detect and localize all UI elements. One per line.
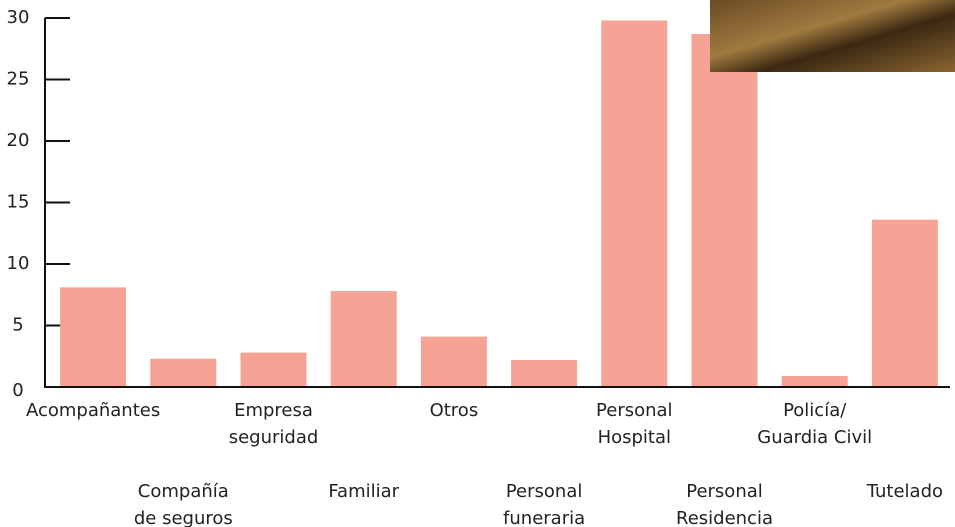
y-tick-label: 5 <box>12 315 23 336</box>
bar <box>60 287 126 387</box>
x-tick-label: funeraria <box>503 508 585 527</box>
bar <box>511 360 577 387</box>
bar <box>872 220 938 387</box>
bar <box>601 20 667 387</box>
x-tick-label: Acompañantes <box>26 400 160 421</box>
bar <box>150 359 216 387</box>
page: 0 5 10 15 20 25 30 Acompañantes Compañía de segur… <box>0 0 955 527</box>
x-tick-label: Personal <box>686 481 763 502</box>
plot: 0 5 10 15 20 25 30 Acompañantes Compañía de segur… <box>7 7 950 527</box>
x-tick-label: Hospital <box>598 427 671 448</box>
photo <box>710 0 955 72</box>
x-tick-label: Personal <box>596 400 673 421</box>
y-tick-label: 10 <box>7 253 30 274</box>
x-tick-label: de seguros <box>134 508 233 527</box>
bar <box>692 34 758 387</box>
x-tick-label: Residencia <box>676 508 773 527</box>
x-tick-label: Compañía <box>138 481 229 502</box>
x-tick-label: Policía/ <box>783 400 847 421</box>
x-tick-label: Personal <box>506 481 583 502</box>
x-tick-label: Otros <box>430 400 479 421</box>
x-tick-label: Empresa <box>234 400 313 421</box>
chart: 0 5 10 15 20 25 30 Acompañantes Compañía de segur… <box>0 0 955 527</box>
y-tick-label: 30 <box>7 7 30 28</box>
y-tick-label: 20 <box>7 130 30 151</box>
x-tick-label: Familiar <box>328 481 399 502</box>
x-tick-label: Guardia Civil <box>757 427 872 448</box>
bar <box>241 353 307 387</box>
bar <box>331 291 397 387</box>
y-tick-label: 15 <box>7 192 30 213</box>
y-tick-label: 25 <box>7 69 30 90</box>
bar <box>421 337 487 387</box>
x-tick-label: seguridad <box>229 427 319 448</box>
x-tick-label: Tutelado <box>866 481 943 502</box>
y-tick-label: 0 <box>12 380 23 401</box>
bar <box>782 376 848 387</box>
